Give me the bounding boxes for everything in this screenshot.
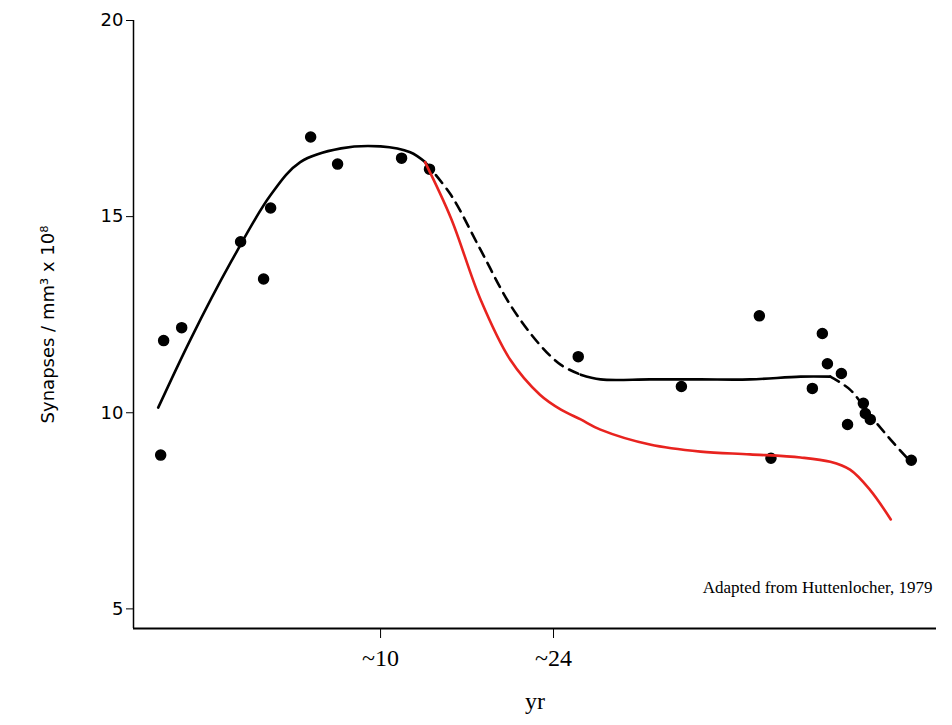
svg-text:5: 5 [112, 598, 123, 619]
svg-text:Synapses / mm³ x 10⁸: Synapses / mm³ x 10⁸ [37, 226, 58, 424]
svg-text:20: 20 [101, 9, 124, 30]
svg-text:~10: ~10 [362, 645, 399, 671]
svg-text:yr: yr [525, 688, 545, 714]
svg-text:~24: ~24 [535, 645, 572, 671]
svg-text:Adapted from Huttenlocher, 197: Adapted from Huttenlocher, 1979 [703, 578, 933, 597]
svg-text:15: 15 [101, 205, 124, 226]
svg-text:10: 10 [101, 402, 124, 423]
